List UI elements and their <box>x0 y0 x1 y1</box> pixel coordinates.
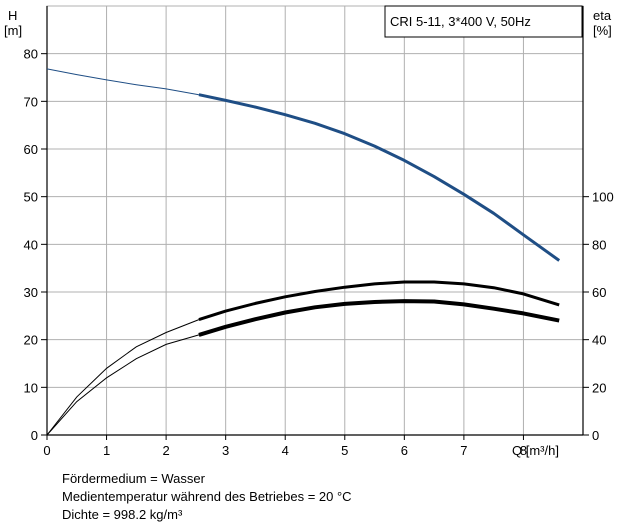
efficiency-curve-lower-operating <box>198 299 560 337</box>
axis-labels: H [m] eta [%] Q [m³/h] <box>4 8 612 458</box>
efficiency-curve-lower-extrapolated <box>46 334 200 436</box>
x-tick-label: 5 <box>341 443 348 458</box>
y-right-tick-label: 0 <box>592 428 599 443</box>
y-left-tick-label: 50 <box>24 190 38 205</box>
y-left-tick-label: 10 <box>24 380 38 395</box>
efficiency-curve-upper-operating <box>198 280 560 322</box>
y-left-label: H <box>8 8 17 23</box>
medium-notes: Fördermedium = Wasser Medientemperatur w… <box>62 470 352 524</box>
note-medium: Fördermedium = Wasser <box>62 471 205 486</box>
x-tick-label: 3 <box>222 443 229 458</box>
x-tick-label: 4 <box>282 443 289 458</box>
y-right-label: eta <box>593 8 612 23</box>
axes <box>46 6 584 436</box>
head-curve-operating <box>198 93 561 262</box>
note-temperature: Medientemperatur während des Betriebes =… <box>62 489 352 504</box>
y-left-tick-label: 20 <box>24 333 38 348</box>
x-tick-label: 0 <box>43 443 50 458</box>
head-curve-extrapolated <box>46 68 199 96</box>
x-tick-label: 1 <box>103 443 110 458</box>
y-right-unit: [%] <box>593 23 612 38</box>
title-frame <box>384 5 583 38</box>
y-right-tick-label: 20 <box>592 380 606 395</box>
y-right-tick-label: 80 <box>592 237 606 252</box>
y-left-tick-label: 40 <box>24 237 38 252</box>
x-axis-label: Q [m³/h] <box>512 443 559 458</box>
title-box: CRI 5-11, 3*400 V, 50Hz <box>384 5 583 38</box>
y-left-tick-label: 60 <box>24 142 38 157</box>
y-left-tick-label: 0 <box>31 428 38 443</box>
y-left-tick-label: 30 <box>24 285 38 300</box>
chart-title: CRI 5-11, 3*400 V, 50Hz <box>390 14 531 29</box>
y-left-tick-label: 70 <box>24 94 38 109</box>
x-tick-label: 6 <box>401 443 408 458</box>
y-right-tick-label: 100 <box>592 190 614 205</box>
y-right-tick-label: 60 <box>592 285 606 300</box>
note-density: Dichte = 998.2 kg/m³ <box>62 507 183 522</box>
curves <box>46 68 561 436</box>
y-left-unit: [m] <box>4 23 22 38</box>
x-tick-label: 2 <box>162 443 169 458</box>
x-tick-label: 7 <box>460 443 467 458</box>
y-right-tick-label: 40 <box>592 333 606 348</box>
x-tick-label: 8 <box>520 443 527 458</box>
y-left-tick-label: 80 <box>24 47 38 62</box>
efficiency-curve-upper-extrapolated <box>46 319 200 436</box>
